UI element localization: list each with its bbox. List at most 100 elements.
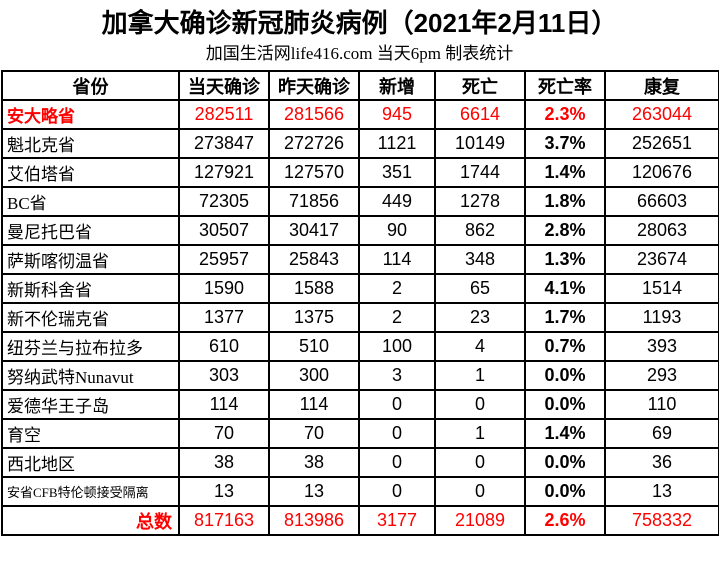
value-cell: 1744	[434, 157, 526, 188]
province-cell: 新斯科舍省	[1, 273, 180, 304]
value-cell: 1.7%	[524, 302, 606, 333]
table-row: 努纳武特Nunavut 303 300 3 1 0.0% 293	[1, 360, 719, 391]
value-cell: 1	[434, 418, 526, 449]
province-cell: 育空	[1, 418, 180, 449]
value-cell: 2.8%	[524, 215, 606, 246]
column-header: 死亡	[434, 70, 526, 101]
value-cell: 0	[358, 476, 436, 507]
province-cell: 新不伦瑞克省	[1, 302, 180, 333]
table-row: 新不伦瑞克省 1377 1375 2 23 1.7% 1193	[1, 302, 719, 333]
value-cell: 1.3%	[524, 244, 606, 275]
province-cell: 总数	[1, 505, 180, 536]
value-cell: 10149	[434, 128, 526, 159]
province-cell: 纽芬兰与拉布拉多	[1, 331, 180, 362]
value-cell: 100	[358, 331, 436, 362]
value-cell: 252651	[604, 128, 719, 159]
value-cell: 21089	[434, 505, 526, 536]
column-header: 省份	[1, 70, 180, 101]
value-cell: 0.0%	[524, 389, 606, 420]
page-subtitle: 加国生活网life416.com 当天6pm 制表统计	[205, 44, 514, 63]
value-cell: 13	[268, 476, 360, 507]
value-cell: 0	[434, 447, 526, 478]
value-cell: 4	[434, 331, 526, 362]
value-cell: 1.4%	[524, 418, 606, 449]
value-cell: 38	[178, 447, 270, 478]
value-cell: 120676	[604, 157, 719, 188]
province-cell: 努纳武特Nunavut	[1, 360, 180, 391]
value-cell: 65	[434, 273, 526, 304]
table-row: 萨斯喀彻温省 25957 25843 114 348 1.3% 23674	[1, 244, 719, 275]
province-cell: 曼尼托巴省	[1, 215, 180, 246]
value-cell: 0	[434, 389, 526, 420]
value-cell: 2	[358, 273, 436, 304]
value-cell: 1375	[268, 302, 360, 333]
total-row: 总数 817163 813986 3177 21089 2.6% 758332	[1, 505, 719, 536]
table-row: 艾伯塔省 127921 127570 351 1744 1.4% 120676	[1, 157, 719, 188]
value-cell: 449	[358, 186, 436, 217]
value-cell: 3	[358, 360, 436, 391]
value-cell: 303	[178, 360, 270, 391]
table-row: 纽芬兰与拉布拉多 610 510 100 4 0.7% 393	[1, 331, 719, 362]
table-row: 新斯科舍省 1590 1588 2 65 4.1% 1514	[1, 273, 719, 304]
value-cell: 1121	[358, 128, 436, 159]
value-cell: 6614	[434, 99, 526, 130]
province-cell: 安省CFB特伦顿接受隔离	[1, 476, 180, 507]
value-cell: 13	[604, 476, 719, 507]
province-cell: 西北地区	[1, 447, 180, 478]
value-cell: 72305	[178, 186, 270, 217]
page-title: 加拿大确诊新冠肺炎病例（2021年2月11日）	[101, 8, 618, 38]
value-cell: 3177	[358, 505, 436, 536]
value-cell: 13	[178, 476, 270, 507]
value-cell: 1193	[604, 302, 719, 333]
value-cell: 28063	[604, 215, 719, 246]
value-cell: 23	[434, 302, 526, 333]
province-cell: 艾伯塔省	[1, 157, 180, 188]
value-cell: 0.0%	[524, 476, 606, 507]
value-cell: 1588	[268, 273, 360, 304]
value-cell: 945	[358, 99, 436, 130]
covid-stats-table: 省份 当天确诊 昨天确诊 新增 死亡 死亡率 康复 安大略省 282511 281566 945 6…	[1, 70, 719, 536]
value-cell: 114	[358, 244, 436, 275]
value-cell: 71856	[268, 186, 360, 217]
value-cell: 393	[604, 331, 719, 362]
value-cell: 66603	[604, 186, 719, 217]
table-row: 安大略省 282511 281566 945 6614 2.3% 263044	[1, 99, 719, 130]
table-row: 育空 70 70 0 1 1.4% 69	[1, 418, 719, 449]
value-cell: 300	[268, 360, 360, 391]
value-cell: 114	[268, 389, 360, 420]
value-cell: 127921	[178, 157, 270, 188]
value-cell: 0	[358, 447, 436, 478]
column-header: 新增	[358, 70, 436, 101]
value-cell: 25957	[178, 244, 270, 275]
value-cell: 1514	[604, 273, 719, 304]
province-cell: 魁北克省	[1, 128, 180, 159]
header-row: 省份 当天确诊 昨天确诊 新增 死亡 死亡率 康复	[1, 70, 719, 101]
column-header: 死亡率	[524, 70, 606, 101]
value-cell: 273847	[178, 128, 270, 159]
value-cell: 30417	[268, 215, 360, 246]
value-cell: 1278	[434, 186, 526, 217]
value-cell: 127570	[268, 157, 360, 188]
value-cell: 351	[358, 157, 436, 188]
value-cell: 114	[178, 389, 270, 420]
value-cell: 758332	[604, 505, 719, 536]
value-cell: 817163	[178, 505, 270, 536]
table-body: 安大略省 282511 281566 945 6614 2.3% 263044 魁北克省 273…	[1, 99, 719, 536]
province-cell: BC省	[1, 186, 180, 217]
value-cell: 0.0%	[524, 447, 606, 478]
value-cell: 110	[604, 389, 719, 420]
value-cell: 3.7%	[524, 128, 606, 159]
value-cell: 510	[268, 331, 360, 362]
value-cell: 0.7%	[524, 331, 606, 362]
value-cell: 862	[434, 215, 526, 246]
table-row: 曼尼托巴省 30507 30417 90 862 2.8% 28063	[1, 215, 719, 246]
value-cell: 36	[604, 447, 719, 478]
value-cell: 0.0%	[524, 360, 606, 391]
value-cell: 263044	[604, 99, 719, 130]
value-cell: 2.6%	[524, 505, 606, 536]
value-cell: 4.1%	[524, 273, 606, 304]
column-header: 昨天确诊	[268, 70, 360, 101]
value-cell: 0	[434, 476, 526, 507]
value-cell: 1.8%	[524, 186, 606, 217]
